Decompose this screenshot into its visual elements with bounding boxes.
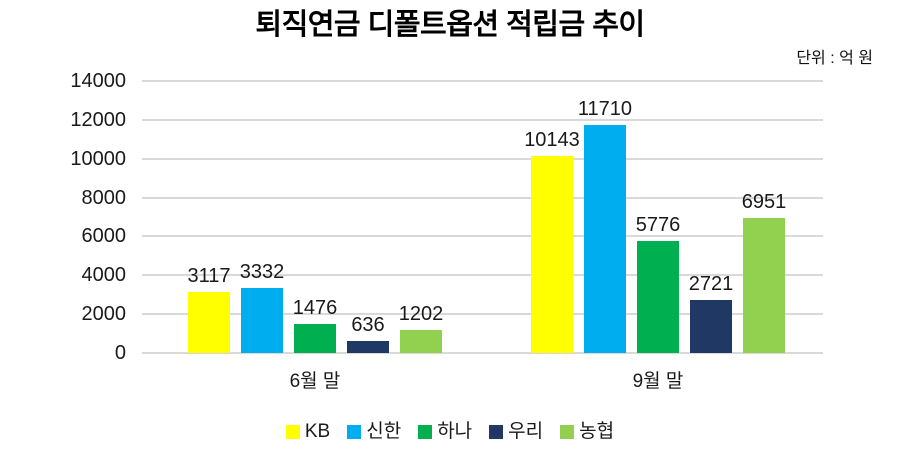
legend-label: 농협 bbox=[579, 421, 615, 442]
value-label: 5776 bbox=[635, 213, 681, 236]
legend-item-신한: 신한 bbox=[347, 421, 401, 443]
gridline bbox=[142, 118, 823, 121]
legend-swatch-icon bbox=[560, 425, 575, 439]
gridline bbox=[142, 80, 823, 82]
legend: KB 신한 하나 우리 농협 bbox=[0, 421, 900, 443]
legend-item-하나: 하나 bbox=[418, 421, 472, 443]
value-label: 6951 bbox=[741, 190, 787, 213]
value-label: 10143 bbox=[524, 128, 580, 151]
gridline bbox=[142, 313, 823, 316]
value-label: 3332 bbox=[239, 261, 285, 284]
y-axis-tick-label: 10000 bbox=[70, 147, 126, 170]
bar-하나-6월 말 bbox=[294, 324, 336, 353]
bar-농협-6월 말 bbox=[400, 329, 442, 353]
gridline bbox=[142, 352, 823, 354]
bar-하나-9월 말 bbox=[637, 240, 679, 353]
gridline bbox=[142, 157, 823, 160]
y-axis-tick-label: 14000 bbox=[70, 70, 126, 92]
bar-KB-9월 말 bbox=[531, 155, 573, 353]
bar-신한-6월 말 bbox=[241, 288, 283, 353]
value-label: 1476 bbox=[292, 297, 338, 320]
value-label: 11710 bbox=[577, 98, 633, 121]
legend-label: 우리 bbox=[508, 421, 544, 442]
value-label: 2721 bbox=[688, 273, 734, 296]
y-axis-tick-label: 0 bbox=[114, 342, 126, 364]
bar-신한-9월 말 bbox=[584, 125, 626, 353]
y-axis-tick-label: 4000 bbox=[81, 264, 127, 287]
value-label: 1202 bbox=[398, 302, 444, 325]
bar-KB-6월 말 bbox=[188, 292, 230, 353]
gridline bbox=[142, 235, 823, 238]
legend-swatch-icon bbox=[347, 425, 362, 439]
legend-label: 신한 bbox=[366, 421, 402, 442]
bar-농협-9월 말 bbox=[743, 217, 785, 353]
legend-label: 하나 bbox=[437, 421, 473, 442]
legend-swatch-icon bbox=[285, 425, 300, 439]
legend-item-농협: 농협 bbox=[560, 421, 614, 443]
value-label: 3117 bbox=[187, 265, 231, 288]
gridline bbox=[142, 196, 823, 199]
bar-우리-9월 말 bbox=[690, 300, 732, 353]
value-label: 636 bbox=[351, 313, 385, 336]
legend-swatch-icon bbox=[489, 425, 504, 439]
bar-우리-6월 말 bbox=[347, 340, 389, 353]
chart-title: 퇴직연금 디폴트옵션 적립금 추이 bbox=[255, 9, 645, 41]
y-axis-tick-label: 8000 bbox=[81, 186, 127, 209]
y-axis-tick-label: 2000 bbox=[81, 303, 127, 326]
x-axis-category-label: 6월 말 bbox=[289, 371, 341, 392]
legend-swatch-icon bbox=[418, 425, 433, 439]
legend-item-우리: 우리 bbox=[489, 421, 543, 443]
legend-item-KB: KB bbox=[285, 421, 331, 443]
legend-label: KB bbox=[304, 421, 331, 442]
gridline bbox=[142, 274, 823, 277]
x-axis-category-label: 9월 말 bbox=[632, 371, 684, 392]
y-axis-tick-label: 12000 bbox=[70, 108, 126, 131]
unit-label: 단위 : 억 원 bbox=[796, 50, 873, 67]
y-axis-tick-label: 6000 bbox=[81, 225, 127, 248]
